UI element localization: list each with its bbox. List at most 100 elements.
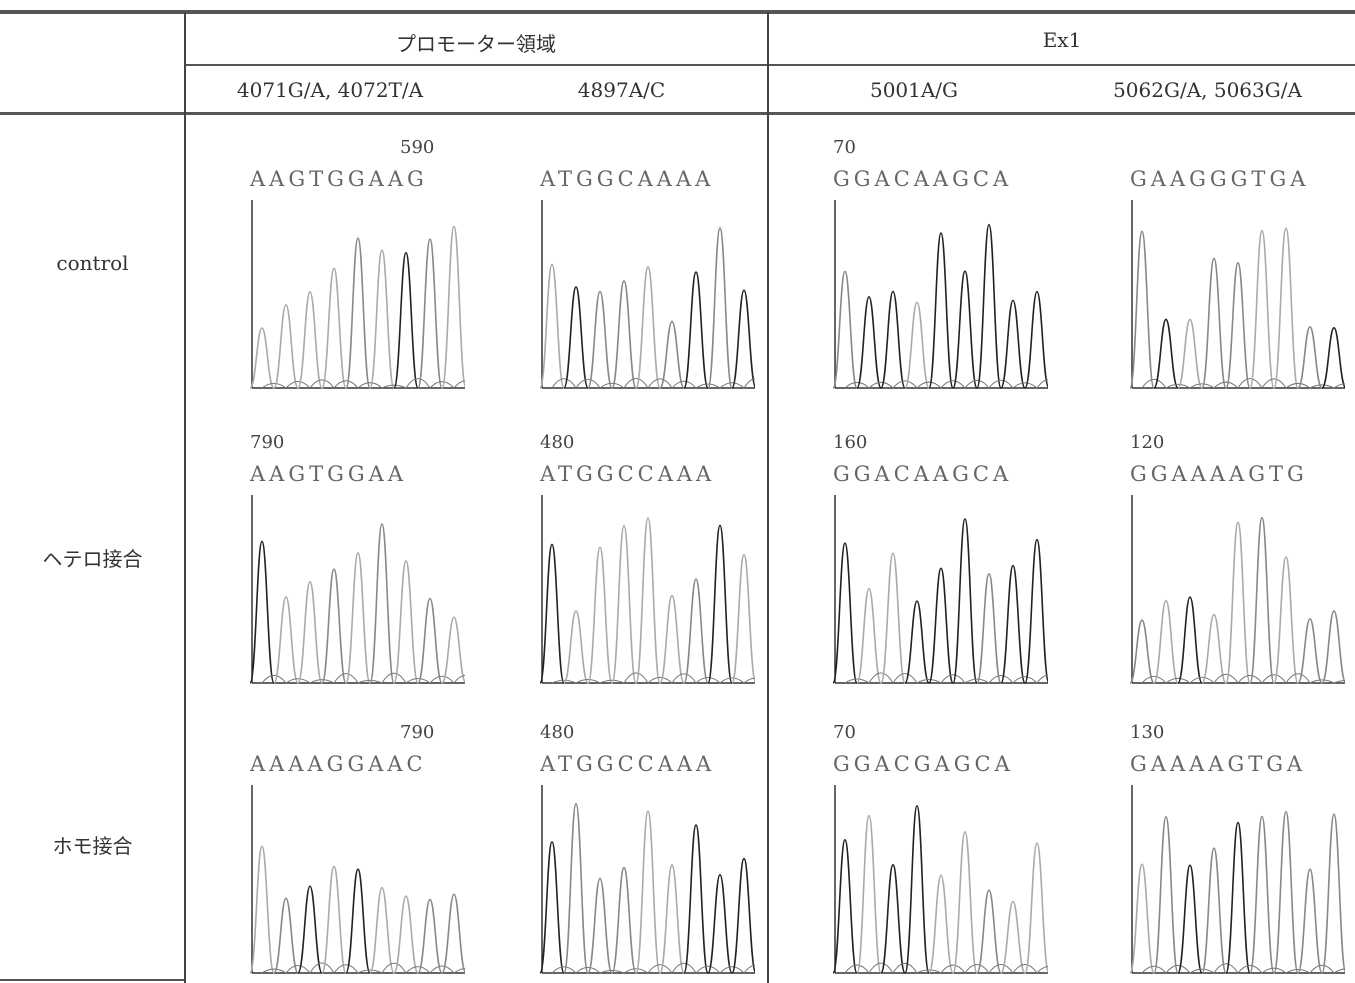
- trace-noise: [720, 967, 744, 973]
- trace-peak: [636, 811, 660, 973]
- trace-peak: [612, 526, 636, 683]
- trace-peak: [977, 225, 1001, 388]
- trace-peak: [612, 868, 636, 973]
- trace-noise: [334, 674, 358, 683]
- trace-noise: [869, 963, 893, 973]
- position: 480: [540, 722, 574, 743]
- trace-noise: [1310, 965, 1334, 973]
- chromatogram: [833, 200, 1048, 390]
- trace-peak: [1001, 566, 1025, 683]
- trace-peak: [322, 569, 346, 683]
- trace-peak: [1250, 816, 1274, 973]
- trace-noise: [941, 965, 965, 973]
- sequence: GGACGAGCA: [833, 752, 1048, 776]
- trace-peak: [1226, 263, 1250, 388]
- trace-peak: [250, 846, 274, 973]
- trace-noise: [1238, 965, 1262, 973]
- trace-peak: [1250, 518, 1274, 683]
- position: 790: [400, 722, 434, 743]
- trace-peak: [1274, 228, 1298, 388]
- trace-peak: [684, 825, 708, 973]
- sequence: ATGGCCAAA: [540, 462, 755, 486]
- rule: [0, 10, 1355, 14]
- trace-noise: [552, 379, 576, 388]
- trace-peak: [298, 886, 322, 973]
- column-header: 4897A/C: [475, 78, 768, 102]
- chromatogram: [540, 200, 755, 390]
- trace-peak: [929, 875, 953, 973]
- trace-peak: [250, 328, 274, 388]
- column-header: 5001A/G: [768, 78, 1060, 102]
- trace-noise: [869, 382, 893, 388]
- trace-peak: [298, 582, 322, 683]
- trace-noise: [1142, 966, 1166, 973]
- sequence: GGAAAAGTG: [1130, 462, 1345, 486]
- trace-noise: [1214, 382, 1238, 388]
- trace-peak: [564, 611, 588, 683]
- trace-peak: [1025, 540, 1048, 683]
- trace-peak: [346, 553, 370, 683]
- trace-noise: [430, 676, 454, 683]
- trace-peak: [636, 518, 660, 683]
- trace-peak: [833, 543, 857, 683]
- trace-peak: [1274, 812, 1298, 973]
- trace-noise: [1142, 379, 1166, 388]
- trace-peak: [394, 253, 418, 388]
- position: 590: [400, 137, 434, 158]
- trace-noise: [672, 674, 696, 683]
- trace-noise: [406, 967, 430, 973]
- trace-peak: [1226, 823, 1250, 973]
- trace-peak: [1178, 597, 1202, 683]
- trace-peak: [370, 250, 394, 388]
- trace-peak: [274, 597, 298, 683]
- chromatogram: [250, 200, 465, 390]
- trace-noise: [845, 965, 869, 973]
- trace-noise: [334, 965, 358, 973]
- trace-noise: [382, 673, 406, 683]
- trace-peak: [1001, 300, 1025, 388]
- trace-peak: [732, 290, 755, 388]
- trace-peak: [274, 305, 298, 388]
- trace-peak: [953, 519, 977, 683]
- trace-peak: [1154, 817, 1178, 973]
- trace-noise: [1286, 674, 1310, 683]
- trace-peak: [250, 541, 274, 683]
- column-header: 5062G/A, 5063G/A: [1060, 78, 1355, 102]
- position: 130: [1130, 722, 1164, 743]
- rule: [0, 112, 1355, 115]
- trace-peak: [540, 842, 564, 973]
- trace-noise: [1214, 964, 1238, 973]
- trace-peak: [929, 233, 953, 388]
- chromatogram: [833, 785, 1048, 975]
- position: 790: [250, 432, 284, 453]
- trace-peak: [588, 878, 612, 973]
- chromatogram: [250, 785, 465, 975]
- trace-peak: [833, 271, 857, 388]
- trace-peak: [1298, 327, 1322, 388]
- trace-noise: [893, 674, 917, 683]
- sequence: AAAAGGAAC: [250, 752, 465, 776]
- trace-noise: [1238, 379, 1262, 388]
- trace-peak: [1202, 848, 1226, 973]
- position: 120: [1130, 432, 1164, 453]
- trace-noise: [696, 966, 720, 973]
- trace-peak: [857, 816, 881, 973]
- trace-peak: [370, 524, 394, 683]
- trace-noise: [989, 380, 1013, 388]
- trace-peak: [1130, 620, 1154, 683]
- trace-noise: [1166, 965, 1190, 973]
- trace-noise: [262, 675, 286, 683]
- trace-peak: [298, 292, 322, 388]
- trace-peak: [1274, 557, 1298, 683]
- rule: [185, 64, 1355, 66]
- trace-peak: [905, 302, 929, 388]
- trace-peak: [977, 574, 1001, 683]
- trace-noise: [576, 379, 600, 388]
- sequence: GGACAAGCA: [833, 462, 1048, 486]
- position: 70: [833, 137, 856, 158]
- trace-peak: [418, 598, 442, 683]
- trace-peak: [833, 840, 857, 973]
- trace-noise: [869, 673, 893, 683]
- position: 480: [540, 432, 574, 453]
- trace-noise: [845, 382, 869, 388]
